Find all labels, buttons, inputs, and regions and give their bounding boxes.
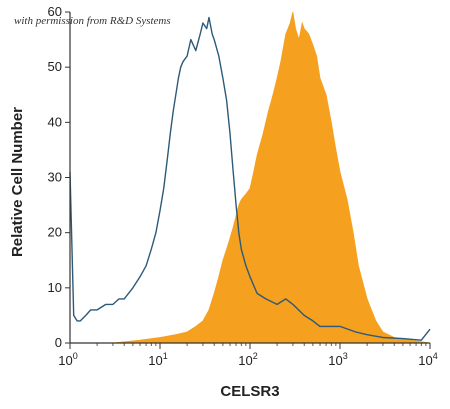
y-tick-label: 20 — [48, 225, 62, 240]
y-tick-label: 10 — [48, 280, 62, 295]
y-tick-label: 50 — [48, 59, 62, 74]
permission-credit: with permission from R&D Systems — [14, 15, 171, 27]
y-tick-label: 0 — [55, 335, 62, 350]
y-tick-label: 60 — [48, 4, 62, 19]
y-tick-label: 40 — [48, 114, 62, 129]
x-tick-label: 104 — [418, 351, 437, 368]
y-axis-ticks: 0 10 20 30 40 50 60 — [48, 4, 70, 350]
x-tick-label: 102 — [238, 351, 257, 368]
x-axis-ticks: 100 101 102 103 104 — [58, 343, 438, 368]
control-histogram-outline — [69, 16, 431, 341]
x-tick-label: 100 — [58, 351, 77, 368]
y-axis-title: Relative Cell Number — [9, 107, 26, 257]
y-tick-label: 30 — [48, 170, 62, 185]
plot-series — [69, 11, 431, 344]
x-axis-title: CELSR3 — [220, 383, 279, 400]
sample-histogram-filled — [70, 11, 431, 344]
x-tick-label: 101 — [148, 351, 167, 368]
x-tick-label: 103 — [328, 351, 347, 368]
